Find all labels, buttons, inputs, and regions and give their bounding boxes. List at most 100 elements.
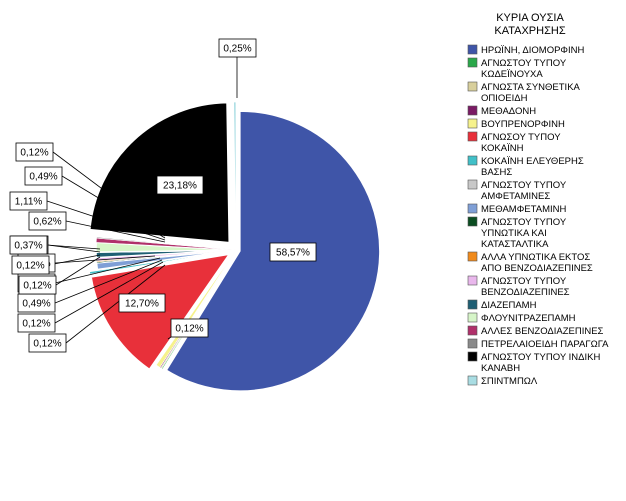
leader-line-14 xyxy=(46,200,166,241)
leader-line-3 xyxy=(65,264,166,344)
slice-label-14: 1,11% xyxy=(15,197,43,208)
slice-label-box-2 xyxy=(170,318,209,338)
legend-label-9-line-1: ΜΕΘΑΜΦΕΤΑΜΙΝΗ xyxy=(481,204,566,215)
slice-label-box-3 xyxy=(28,333,67,353)
legend-label-3-line-2: ΟΠΙΟΕΙΔΗ xyxy=(481,93,528,104)
legend-label-3-line-1: ΑΓΝΩΣΤΑ ΣΥΝΘΕΤΙΚΑ xyxy=(481,82,581,93)
legend-swatch-18 xyxy=(467,375,478,386)
leader-line-4 xyxy=(54,261,164,324)
legend-swatch-12 xyxy=(467,275,478,286)
leader-line-15 xyxy=(61,175,166,239)
leader-line-10 xyxy=(48,254,101,266)
legend-swatch-5 xyxy=(467,118,478,129)
slice-label-5: 0,49% xyxy=(22,299,50,310)
legend-label-18-line-1: ΣΠΙΝΤΜΠΩΛ xyxy=(481,376,538,387)
legend-label-16-line-1: ΠΕΤΡΕΛΑΙΟΕΙΔΗ ΠΑΡΑΓΩΓΑ xyxy=(481,339,609,350)
legend-swatch-9 xyxy=(467,203,478,214)
legend-label-7-line-1: ΚΟΚΑΪΝΗ ΕΛΕΥΘΕΡΗΣ xyxy=(481,156,584,167)
leader-lines xyxy=(46,57,238,344)
slice-label-6: 12,70% xyxy=(125,299,159,310)
legend-swatch-4 xyxy=(467,105,478,116)
slice-label-10: 0,12% xyxy=(16,261,44,272)
legend-label-5-line-1: ΒΟΥΠΡΕΝΟΡΦΙΝΗ xyxy=(481,119,565,130)
leader-line-5 xyxy=(54,259,163,304)
slice-label-box-13 xyxy=(28,211,67,231)
slice-label-box-6 xyxy=(118,293,166,313)
legend-label-14-line-1: ΦΛΟΥΝΙΤΡΑΖΕΠΑΜΗ xyxy=(481,313,576,324)
slice-labels: 58,57% 12,70% 23,18% 0,25% 0,12% 0,12% 0,12% 0,… xyxy=(9,38,317,353)
pie-slice-7 xyxy=(89,250,229,275)
legend-label-11-line-2: ΑΠΟ ΒΕΝΖΟΔΙΑΖΕΠΙΝΕΣ xyxy=(481,263,593,274)
legend-title-line-1: ΚΥΡΙΑ ΟΥΣΙΑ xyxy=(496,12,564,24)
slice-label-box-17 xyxy=(156,175,204,195)
legend: ΚΥΡΙΑ ΟΥΣΙΑ ΚΑΤΑΧΡΗΣΗΣ ΗΡΩΪΝΗ, ΔΙΟΜΟΡΦΙΝ… xyxy=(467,12,609,387)
slice-label-2: 0,12% xyxy=(175,324,203,335)
legend-label-12-line-1: ΑΓΝΩΣΤΟΥ ΤΥΠΟΥ xyxy=(481,276,567,287)
leader-line-7 xyxy=(54,257,161,284)
legend-label-10-line-3: ΚΑΤΑΣΤΑΛΤΙΚΑ xyxy=(481,239,549,250)
slice-label-4: 0,12% xyxy=(22,319,50,330)
legend-swatch-11 xyxy=(467,251,478,262)
legend-label-2-line-1: ΑΓΝΩΣΤΟΥ ΤΥΠΟΥ xyxy=(481,58,567,69)
legend-label-7-line-2: ΒΑΣΗΣ xyxy=(481,167,512,178)
leader-line-2 xyxy=(167,336,172,340)
leader-line-16 xyxy=(52,151,166,237)
legend-swatch-1 xyxy=(467,44,478,55)
slice-label-3: 0,12% xyxy=(33,339,61,350)
legend-label-1-line-1: ΗΡΩΪΝΗ, ΔΙΟΜΟΡΦΙΝΗ xyxy=(481,45,585,56)
legend-swatch-7 xyxy=(467,155,478,166)
legend-swatch-6 xyxy=(467,131,478,142)
slice-label-12: 0,37% xyxy=(14,241,42,252)
pie-slice-5 xyxy=(155,249,237,368)
slice-label-15: 0,49% xyxy=(29,172,57,183)
legend-label-17-line-2: ΚΑΝΑΒΗ xyxy=(481,363,520,374)
legend-label-17-line-1: ΑΓΝΩΣΤΟΥ ΤΥΠΟΥ ΙΝΔΙΚΗ xyxy=(481,352,600,363)
legend-swatch-16 xyxy=(467,338,478,349)
slice-label-box-12 xyxy=(9,235,48,255)
legend-label-10-line-2: ΥΠΝΩΤΙΚΑ ΚΑΙ xyxy=(481,228,547,239)
legend-swatch-3 xyxy=(467,81,478,92)
leader-line-8 xyxy=(54,255,156,264)
slice-label-box-14 xyxy=(9,191,48,211)
slice-label-17: 23,18% xyxy=(163,181,197,192)
slice-label-11: 0,12% xyxy=(23,281,51,292)
legend-label-8-line-2: ΑΜΦΕΤΑΜΙΝΕΣ xyxy=(481,191,550,202)
legend-label-6-line-1: ΑΓΝΩΣΟΥ ΤΥΠΟΥ xyxy=(481,132,561,143)
pie-slice-17 xyxy=(88,101,230,244)
slice-label-box-1 xyxy=(269,242,317,262)
legend-label-12-line-2: ΒΕΝΖΟΔΙΑΖΕΠΙΝΕΣ xyxy=(481,287,570,298)
slice-label-16: 0,12% xyxy=(20,148,48,159)
legend-swatch-2 xyxy=(467,57,478,68)
slice-label-box-4 xyxy=(17,313,56,333)
slice-label-box-18 xyxy=(218,38,257,58)
leader-line-9 xyxy=(47,244,101,253)
pie-slice-16 xyxy=(96,236,237,251)
pie-slice-18 xyxy=(233,101,237,243)
legend-title-line-2: ΚΑΤΑΧΡΗΣΗΣ xyxy=(494,25,565,37)
slice-label-box-11 xyxy=(18,275,57,295)
legend-swatch-17 xyxy=(467,351,478,362)
legend-label-10-line-1: ΑΓΝΩΣΤΟΥ ΤΥΠΟΥ xyxy=(481,217,567,228)
legend-label-6-line-2: ΚΟΚΑΪΝΗ xyxy=(481,143,524,154)
legend-swatch-8 xyxy=(467,179,478,190)
legend-swatch-10 xyxy=(467,216,478,227)
slice-label-box-10 xyxy=(11,255,50,275)
leader-line-13 xyxy=(65,220,166,243)
slice-label-13: 0,62% xyxy=(33,217,61,228)
legend-label-2-line-2: ΚΩΔΕΪΝΟΥΧΑ xyxy=(481,69,543,80)
slice-label-box-15 xyxy=(24,166,63,186)
legend-label-13-line-1: ΔΙΑΖΕΠΑΜΗ xyxy=(481,300,537,311)
leader-line-11 xyxy=(55,256,101,286)
legend-swatch-14 xyxy=(467,312,478,323)
pie-slices xyxy=(88,101,381,392)
legend-label-4-line-1: ΜΕΘΑΔΟΝΗ xyxy=(481,106,536,117)
legend-swatch-13 xyxy=(467,299,478,310)
legend-label-11-line-1: ΑΛΛΑ ΥΠΝΩΤΙΚΑ ΕΚΤΟΣ xyxy=(481,252,590,263)
slice-label-18: 0,25% xyxy=(223,44,251,55)
legend-swatch-15 xyxy=(467,325,478,336)
slice-label-box-16 xyxy=(15,142,54,162)
legend-label-15-line-1: ΑΛΛΕΣ ΒΕΝΖΟΔΙΑΖΕΠΙΝΕΣ xyxy=(481,326,604,337)
leader-line-12 xyxy=(46,244,101,250)
legend-label-8-line-1: ΑΓΝΩΣΤΟΥ ΤΥΠΟΥ xyxy=(481,180,567,191)
